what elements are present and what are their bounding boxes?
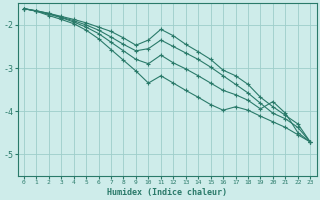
X-axis label: Humidex (Indice chaleur): Humidex (Indice chaleur) <box>107 188 227 197</box>
